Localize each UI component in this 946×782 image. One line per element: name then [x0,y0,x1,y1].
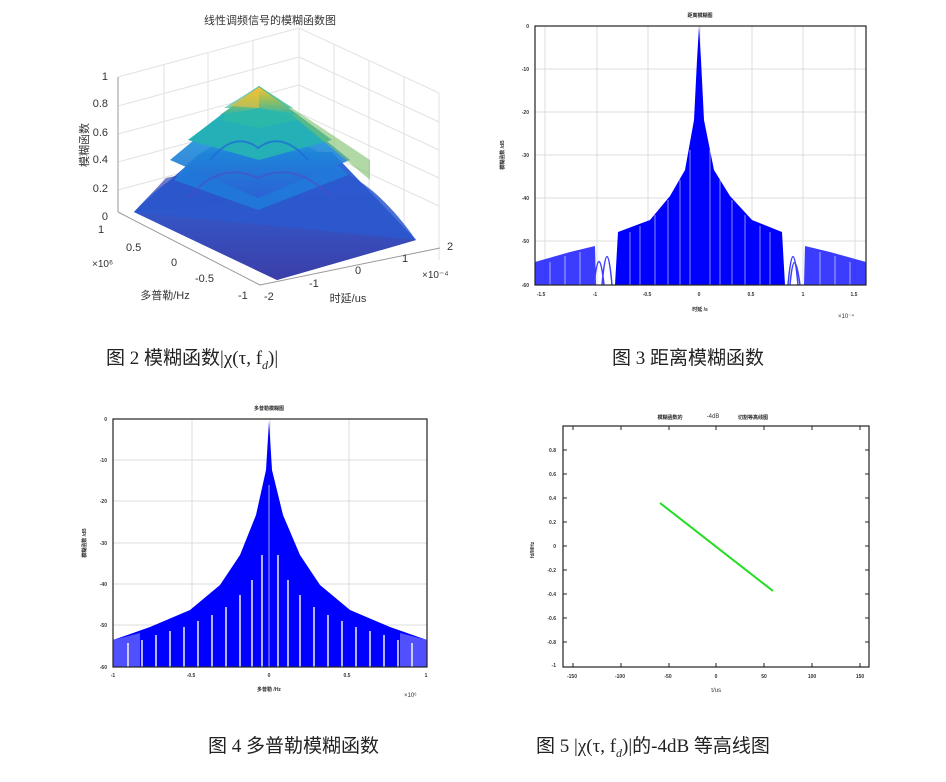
y-tick: 0 [526,24,529,30]
y-exponent: ×10⁶ [92,259,113,270]
y-tick: 0.2 [549,520,556,526]
y-tick: -0.6 [547,616,556,622]
x-axis-label: 时延/us [330,292,367,305]
x-tick: -2 [264,291,274,303]
x-tick: 0 [355,265,361,277]
figure-2-surface: 0 0.2 0.4 0.6 0.8 1 1 0.5 0 -0.5 -1 ×10⁶… [70,0,470,320]
range-cut-series [535,26,866,286]
y-tick: -20 [522,110,529,116]
contour-title-mid: -4dB [707,414,720,420]
contour-line [659,502,774,592]
z-tick: 0.4 [93,154,108,166]
y-tick: 0.4 [549,496,556,502]
x-exponent: ×10⁻⁴ [422,270,449,281]
x-axis-label: τ/us [711,688,721,694]
range-cut-title: 距离模糊图 [687,12,712,19]
figure-3-range-cut: 0 -10 -20 -30 -40 -50 -60 -1.5 -1 -0.5 0… [490,0,880,330]
x-tick: 0 [715,674,718,680]
x-tick: -1 [111,673,116,679]
z-tick: 0.8 [93,98,108,110]
y-tick: -30 [100,541,107,547]
doppler-cut-plot: 0 -10 -20 -30 -40 -50 -60 -1 -0.5 0 0.5 … [81,405,428,699]
caption-fig2: 图 2 模糊函数|χ(τ, fd)| [106,348,279,372]
x-tick: -50 [664,674,671,680]
x-tick: -0.5 [187,673,196,679]
x-tick: 2 [447,241,453,253]
doppler-cut-title: 多普勒模糊图 [254,405,284,412]
y-tick: -40 [522,196,529,202]
y-tick: -20 [100,499,107,505]
x-tick: 0.5 [344,673,351,679]
y-tick: -60 [100,665,107,671]
caption-fig5: 图 5 |χ(τ, fd)|的-4dB 等高线图 [536,736,770,760]
figure-4-doppler-cut: 0 -10 -20 -30 -40 -50 -60 -1 -0.5 0 0.5 … [80,395,450,705]
contour-plot: 0.8 0.6 0.4 0.2 0 -0.2 -0.4 -0.6 -0.8 -1… [530,414,870,694]
z-tick: 1 [102,71,108,83]
x-tick: 150 [856,674,865,680]
y-tick: 0.8 [549,448,556,454]
x-tick: 1 [802,292,805,298]
x-axis-label: 时延 /s [692,306,708,313]
y-tick: 0.5 [126,242,141,254]
y-tick: -50 [100,623,107,629]
contour-title-right: 切割等高线图 [738,414,768,421]
surface-title: 线性调频信号的模糊函数图 [204,13,336,27]
z-tick: 0.6 [93,127,108,139]
caption-fig3: 图 3 距离模糊函数 [612,348,765,369]
y-tick: -60 [522,283,529,289]
caption-fig4: 图 4 多普勒模糊函数 [208,736,380,757]
x-tick: 50 [761,674,767,680]
ambiguity-surface [134,86,416,280]
y-tick: -30 [522,153,529,159]
contour-title-left: 模糊函数的 [657,414,682,421]
y-axis-label: 模糊函数 /dB [81,528,88,558]
y-tick: 0 [553,544,556,550]
y-tick: 0 [104,417,107,423]
y-tick: -10 [522,67,529,73]
z-axis-label: 模糊函数 [77,123,91,167]
figure-5-contour: 0.8 0.6 0.4 0.2 0 -0.2 -0.4 -0.6 -0.8 -1… [520,400,880,705]
y-tick: -1 [238,290,248,302]
x-tick: 0 [268,673,271,679]
x-tick: -1.5 [537,292,546,298]
x-tick: 0 [698,292,701,298]
x-tick: 1 [402,253,408,265]
x-tick: 1 [425,673,428,679]
x-tick: -1 [593,292,598,298]
x-tick: -150 [567,674,577,680]
z-tick: 0 [102,211,108,223]
y-tick: -1 [552,663,557,669]
x-tick: -100 [615,674,625,680]
y-tick: -0.5 [195,273,214,285]
range-cut-plot: 0 -10 -20 -30 -40 -50 -60 -1.5 -1 -0.5 0… [499,12,867,320]
y-axis-label: 多普勒/Hz [140,288,190,302]
x-exponent: ×10⁻⁴ [838,313,854,320]
x-tick: 1.5 [851,292,858,298]
z-tick: 0.2 [93,183,108,195]
x-tick: 0.5 [748,292,755,298]
y-tick: -50 [522,239,529,245]
x-tick: -1 [309,278,319,290]
doppler-cut-series [113,421,427,667]
y-axis-label: fd/MHz [530,541,536,558]
x-exponent: ×10⁶ [404,692,417,699]
surface-plot: 0 0.2 0.4 0.6 0.8 1 1 0.5 0 -0.5 -1 ×10⁶… [77,13,453,305]
y-tick: 1 [98,224,104,236]
y-tick: -10 [100,458,107,464]
x-tick: 100 [808,674,817,680]
y-tick: -0.2 [547,568,556,574]
x-tick: -0.5 [643,292,652,298]
y-tick: -0.4 [547,592,556,598]
y-tick: 0 [171,257,177,269]
y-axis-label: 模糊函数 /dB [499,140,506,170]
x-axis-label: 多普勒 /Hz [257,686,281,693]
y-tick: -40 [100,582,107,588]
y-tick: 0.6 [549,472,556,478]
y-tick: -0.8 [547,640,556,646]
